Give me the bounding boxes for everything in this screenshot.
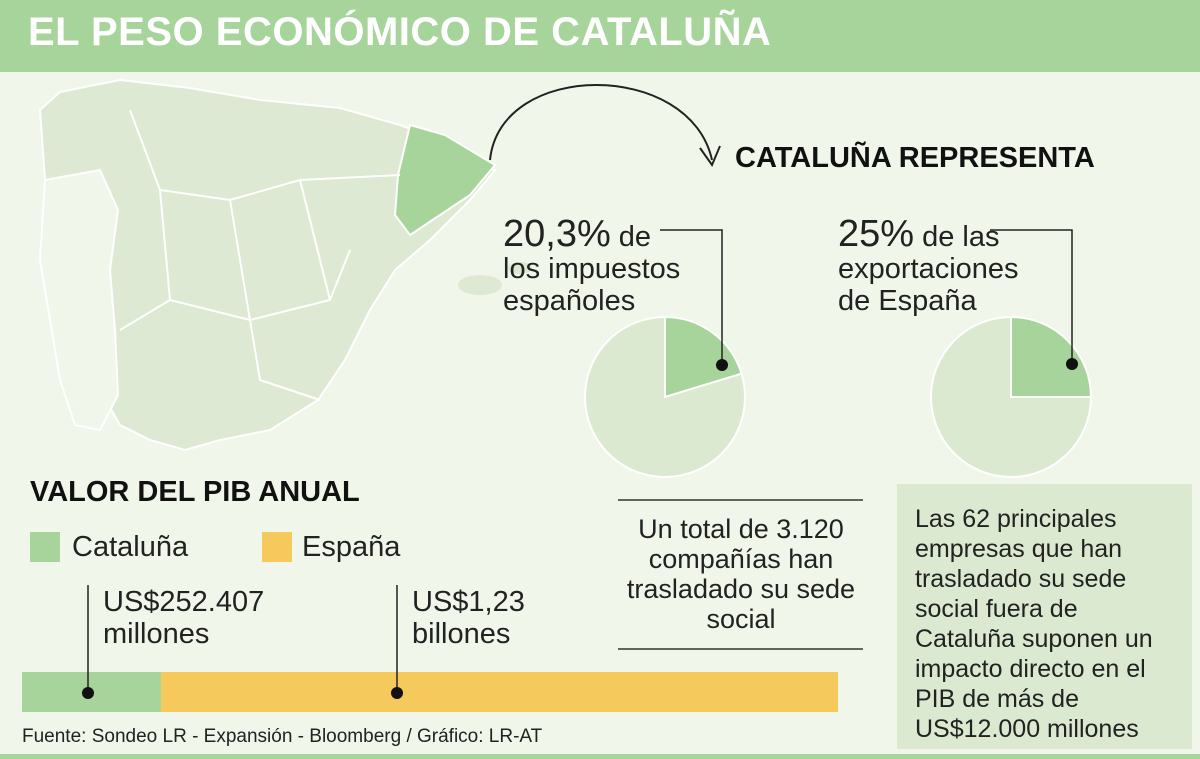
pie-slice-rest: [584, 315, 746, 478]
taxes-line1: de: [610, 221, 652, 253]
taxes-value: 20,3%: [503, 213, 611, 255]
exports-value: 25%: [838, 213, 915, 255]
info-line: social fuera de: [915, 595, 1078, 623]
taxes-label: 20,3% de los impuestos españoles: [503, 215, 703, 317]
source-note: Fuente: Sondeo LR - Expansión - Bloomber…: [22, 726, 543, 747]
gdp-spain-value: US$1,23: [412, 586, 525, 618]
leader-dot-catalonia: [82, 687, 94, 699]
bar-segment-spain: [160, 672, 839, 712]
info-box: Las 62 principales empresas que han tras…: [897, 484, 1192, 749]
leader-dot-exports: [1066, 358, 1078, 370]
legend-label-catalonia: Cataluña: [72, 531, 189, 563]
info-line: trasladado su sede: [915, 565, 1127, 593]
represents-heading: CATALUÑA REPRESENTA: [735, 142, 1095, 174]
gdp-catalonia-value: US$252.407: [103, 586, 265, 618]
legend-swatch-spain: [262, 532, 292, 562]
info-line: PIB de más de: [915, 685, 1079, 713]
exports-line2: exportaciones: [838, 253, 1019, 285]
companies-note-line: trasladado su sede: [626, 574, 856, 604]
leader-dot-spain: [391, 687, 403, 699]
arrow-head-icon: [699, 145, 721, 168]
page-title: EL PESO ECONÓMICO DE CATALUÑA: [28, 10, 772, 54]
balearic-islands: [458, 275, 502, 295]
iberia-map: [38, 78, 532, 452]
companies-note-line: compañías han: [648, 544, 834, 574]
gdp-spain-unit: billones: [412, 618, 511, 650]
gdp-catalonia-unit: millones: [103, 618, 210, 650]
gdp-bar: [22, 672, 839, 712]
pie-taxes: [584, 315, 746, 478]
companies-note-line: social: [706, 604, 776, 634]
gdp-catalonia-label: US$252.407 millones: [103, 586, 264, 650]
info-box-text: Las 62 principales empresas que han tras…: [915, 504, 1185, 744]
exports-label: 25% de las exportaciones de España: [838, 215, 1058, 317]
pie-exports: [930, 315, 1093, 478]
info-line: US$12.000 millones: [915, 715, 1139, 743]
companies-note: Un total de 3.120 compañías han traslada…: [610, 514, 872, 634]
pie-slice-catalonia: [1010, 315, 1093, 398]
header-band: [0, 0, 1200, 72]
info-line: Las 62 principales: [915, 505, 1117, 533]
legend-swatch-catalonia: [30, 532, 60, 562]
pie-slice-catalonia: [664, 315, 743, 399]
region-borders: [119, 109, 401, 401]
catalonia-map-shape: [393, 123, 497, 237]
taxes-line3: españoles: [503, 285, 636, 317]
footer-band: [0, 754, 1200, 759]
legend-label-spain: España: [302, 531, 401, 563]
leader-dot-taxes: [716, 359, 728, 371]
portugal-map-shape: [38, 168, 120, 432]
info-line: empresas que han: [915, 535, 1123, 563]
companies-note-line: Un total de 3.120: [638, 514, 844, 544]
exports-line1: de las: [914, 221, 1000, 253]
gdp-spain-label: US$1,23 billones: [412, 586, 525, 650]
info-line: impacto directo en el: [915, 655, 1146, 683]
info-line: Cataluña suponen un: [915, 625, 1153, 653]
gdp-heading: VALOR DEL PIB ANUAL: [30, 476, 360, 508]
pie-slice-rest: [930, 315, 1093, 478]
curved-arrow: [489, 84, 713, 161]
leader-line-taxes: [660, 229, 723, 365]
taxes-line2: los impuestos: [503, 253, 681, 285]
leader-line-exports: [990, 229, 1073, 364]
balearic-islands: [508, 262, 532, 274]
exports-line3: de España: [838, 285, 977, 317]
